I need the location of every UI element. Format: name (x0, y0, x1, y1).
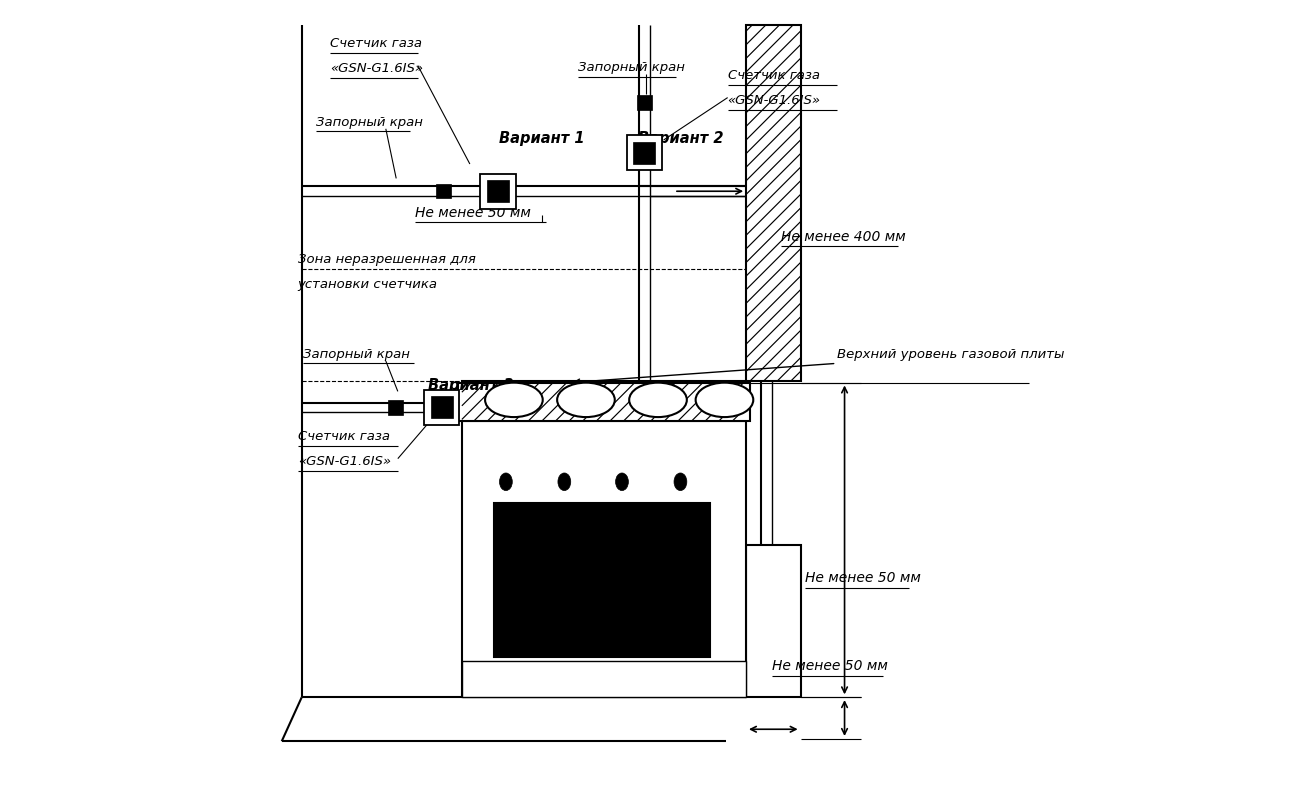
Text: Запорный кран: Запорный кран (578, 61, 685, 75)
Text: «GSN-G1.6IS»: «GSN-G1.6IS» (727, 94, 820, 107)
Ellipse shape (615, 473, 628, 491)
Text: Запорный кран: Запорный кран (317, 115, 422, 129)
Bar (633, 142, 655, 164)
Ellipse shape (484, 383, 543, 417)
Text: Счетчик газа: Счетчик газа (329, 38, 421, 51)
Text: Не менее 50 мм: Не менее 50 мм (416, 206, 531, 220)
Text: Не менее 400 мм: Не менее 400 мм (780, 230, 906, 244)
Text: Не менее 50 мм: Не менее 50 мм (773, 659, 889, 673)
Text: Вариант 2: Вариант 2 (638, 132, 724, 147)
Ellipse shape (629, 383, 687, 417)
Bar (637, 95, 651, 110)
Text: Зона неразрешенная для: Зона неразрешенная для (297, 253, 475, 266)
Ellipse shape (500, 473, 513, 491)
Text: Вариант 3: Вариант 3 (428, 378, 514, 393)
Bar (424, 390, 460, 425)
Text: «GSN-G1.6IS»: «GSN-G1.6IS» (329, 62, 422, 75)
Bar (457, 383, 751, 421)
Ellipse shape (695, 383, 753, 417)
Bar (437, 184, 451, 198)
Text: Счетчик газа: Счетчик газа (297, 431, 390, 444)
Bar (494, 503, 711, 657)
Text: Не менее 50 мм: Не менее 50 мм (805, 571, 920, 585)
Bar (481, 173, 516, 209)
Bar (388, 400, 403, 415)
Bar (745, 25, 801, 381)
Text: Счетчик газа: Счетчик газа (727, 69, 819, 83)
Ellipse shape (558, 473, 571, 491)
Text: установки счетчика: установки счетчика (297, 277, 438, 290)
Bar (487, 180, 509, 202)
Ellipse shape (557, 383, 615, 417)
Text: «GSN-G1.6IS»: «GSN-G1.6IS» (297, 456, 390, 468)
Bar (461, 381, 745, 421)
Text: Вариант 1: Вариант 1 (500, 132, 585, 147)
Bar (461, 421, 745, 697)
Ellipse shape (674, 473, 687, 491)
Bar (627, 136, 662, 170)
Text: Верхний уровень газовой плиты: Верхний уровень газовой плиты (836, 348, 1065, 361)
Bar (432, 396, 452, 419)
Bar (745, 545, 801, 697)
Text: Запорный кран: Запорный кран (304, 348, 411, 361)
Bar (461, 661, 745, 697)
